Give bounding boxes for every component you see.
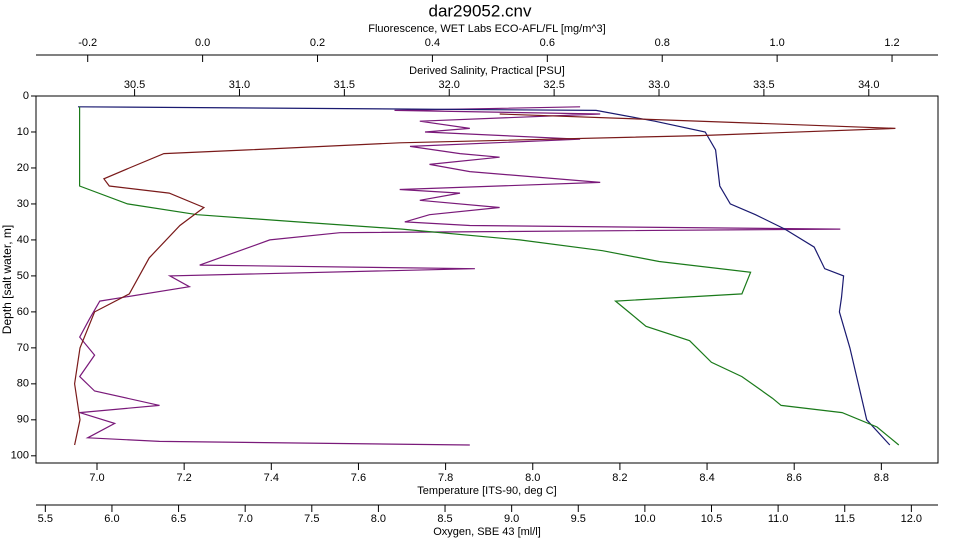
x-axis-title: Temperature [ITS-90, deg C]	[417, 485, 556, 497]
x-tick-label: 6.5	[171, 513, 186, 525]
x-tick-label: 9.5	[571, 513, 586, 525]
x-tick-label: 9.0	[504, 513, 519, 525]
x-tick-label: 0.6	[540, 37, 555, 49]
x-tick-label: 32.5	[543, 79, 564, 91]
x-tick-label: 31.0	[229, 79, 250, 91]
y-tick-label: 10	[17, 126, 29, 138]
y-tick-label: 30	[17, 198, 29, 210]
x-tick-label: 8.5	[437, 513, 452, 525]
x-tick-label: 33.5	[753, 79, 774, 91]
x-tick-label: 10.0	[634, 513, 655, 525]
y-tick-label: 50	[17, 270, 29, 282]
x-tick-label: 1.0	[769, 37, 784, 49]
x-tick-label: 0.0	[195, 37, 210, 49]
data-line	[78, 106, 841, 446]
y-tick-label: 80	[17, 378, 29, 390]
x-tick-label: 8.4	[699, 472, 714, 484]
y-axis-title: Depth [salt water, m]	[0, 225, 14, 334]
x-tick-label: 11.0	[768, 513, 789, 525]
x-tick-label: 0.8	[655, 37, 670, 49]
y-tick-label: 40	[17, 234, 29, 246]
x-tick-label: 32.0	[439, 79, 460, 91]
x-tick-label: 7.6	[351, 472, 366, 484]
y-tick-label: 70	[17, 342, 29, 354]
x-tick-label: -0.2	[78, 37, 97, 49]
x-axis-title: Fluorescence, WET Labs ECO-AFL/FL [mg/m^…	[368, 23, 605, 35]
x-tick-label: 7.8	[438, 472, 453, 484]
x-tick-label: 0.4	[425, 37, 440, 49]
plot-frame	[35, 95, 939, 464]
x-tick-label: 6.0	[104, 513, 119, 525]
y-tick-label: 60	[17, 306, 29, 318]
x-tick-label: 0.2	[310, 37, 325, 49]
y-tick-label: 0	[23, 90, 29, 102]
x-tick-label: 7.2	[177, 472, 192, 484]
x-tick-label: 7.5	[304, 513, 319, 525]
x-axis-title: Derived Salinity, Practical [PSU]	[409, 65, 565, 77]
x-tick-label: 7.0	[238, 513, 253, 525]
data-line	[73, 113, 896, 446]
x-tick-label: 34.0	[858, 79, 879, 91]
x-tick-label: 5.5	[38, 513, 53, 525]
x-tick-label: 8.6	[787, 472, 802, 484]
y-tick-label: 90	[17, 414, 29, 426]
y-tick-label: 100	[11, 450, 29, 462]
chart-title: dar29052.cnv	[428, 1, 532, 20]
x-tick-label: 7.4	[264, 472, 279, 484]
x-tick-label: 1.2	[884, 37, 899, 49]
x-tick-label: 10.5	[701, 513, 722, 525]
x-tick-label: 8.8	[874, 472, 889, 484]
data-line	[78, 106, 900, 446]
x-tick-label: 31.5	[334, 79, 355, 91]
x-tick-label: 8.2	[612, 472, 627, 484]
x-tick-label: 7.0	[89, 472, 104, 484]
data-line	[77, 106, 891, 446]
x-tick-label: 8.0	[371, 513, 386, 525]
x-tick-label: 30.5	[124, 79, 145, 91]
x-axis-title: Oxygen, SBE 43 [ml/l]	[433, 526, 541, 538]
y-tick-label: 20	[17, 162, 29, 174]
x-tick-label: 8.0	[525, 472, 540, 484]
x-tick-label: 12.0	[901, 513, 922, 525]
x-tick-label: 33.0	[648, 79, 669, 91]
x-tick-label: 11.5	[834, 513, 855, 525]
